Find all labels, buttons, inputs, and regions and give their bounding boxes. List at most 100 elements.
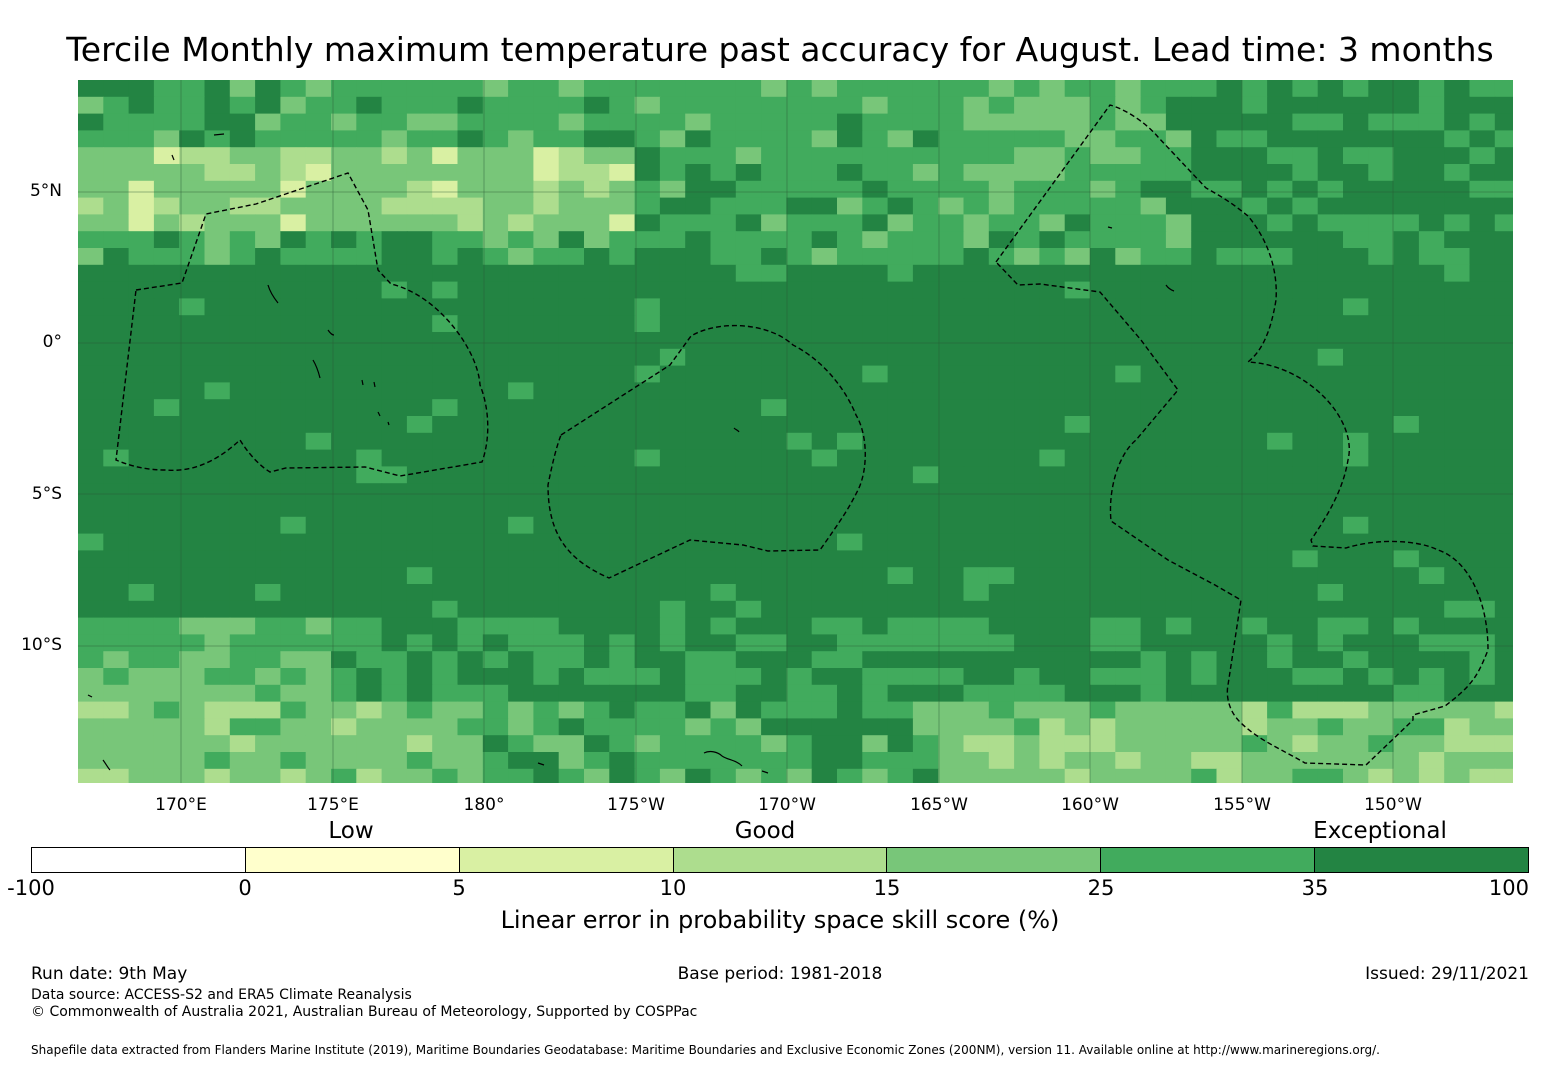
raster-cell (1140, 651, 1167, 669)
raster-cell (457, 214, 484, 232)
raster-cell (255, 382, 281, 400)
raster-cell (862, 231, 889, 249)
raster-cell (103, 466, 130, 484)
raster-cell (938, 281, 965, 299)
raster-cell (1317, 231, 1344, 249)
raster-cell (710, 752, 737, 770)
raster-cell (938, 96, 965, 115)
raster-cell (406, 130, 433, 148)
raster-cell (204, 281, 231, 299)
raster-cell (533, 332, 560, 350)
raster-cell (1216, 147, 1243, 165)
raster-cell (153, 164, 180, 182)
raster-cell (938, 651, 965, 669)
raster-cell (78, 735, 104, 753)
raster-cell (508, 567, 534, 585)
raster-cell (1191, 449, 1218, 467)
raster-cell (1241, 197, 1268, 215)
raster-cell (1216, 600, 1243, 619)
raster-cell (659, 180, 686, 199)
raster-cell (634, 315, 661, 333)
raster-cell (1393, 365, 1420, 383)
raster-cell (685, 130, 712, 148)
raster-cell (912, 567, 939, 585)
raster-cell (634, 634, 661, 652)
raster-cell (685, 651, 712, 669)
raster-cell (1165, 164, 1192, 182)
raster-cell (280, 432, 307, 451)
raster-cell (685, 668, 712, 686)
raster-cell (1444, 264, 1471, 283)
raster-cell (609, 231, 636, 249)
raster-cell (963, 768, 990, 783)
raster-cell (1317, 701, 1344, 719)
raster-cell (837, 348, 863, 367)
raster-cell (1090, 231, 1116, 249)
raster-cell (482, 96, 509, 115)
raster-cell (204, 668, 231, 686)
raster-cell (1368, 348, 1395, 367)
raster-cell (837, 500, 863, 518)
raster-cell (1191, 500, 1218, 518)
raster-cell (1165, 684, 1192, 703)
raster-cell (1393, 701, 1420, 719)
raster-cell (1418, 315, 1445, 333)
raster-cell (1393, 684, 1420, 703)
raster-cell (305, 147, 332, 165)
raster-cell (179, 533, 206, 551)
raster-cell (735, 718, 762, 736)
raster-cell (305, 668, 332, 686)
raster-cell (1444, 516, 1471, 535)
raster-cell (963, 735, 990, 753)
raster-cell (609, 668, 636, 686)
raster-cell (1165, 399, 1192, 417)
raster-cell (1469, 248, 1496, 266)
raster-cell (659, 651, 686, 669)
raster-cell (1090, 483, 1116, 501)
raster-cell (1115, 449, 1142, 467)
map-canvas (78, 80, 1513, 783)
raster-cell (280, 164, 307, 182)
raster-cell (305, 617, 332, 635)
raster-cell (1064, 600, 1091, 619)
raster-cell (1064, 130, 1091, 148)
raster-cell (305, 449, 332, 467)
raster-cell (381, 449, 408, 467)
raster-cell (103, 752, 130, 770)
raster-cell (1469, 197, 1496, 215)
raster-cell (128, 248, 155, 266)
raster-cell (1267, 315, 1293, 333)
raster-cell (381, 684, 408, 703)
raster-cell (153, 617, 180, 635)
raster-cell (153, 668, 180, 686)
raster-cell (457, 130, 484, 148)
lon-label-180: 180° (463, 795, 505, 815)
raster-cell (1393, 399, 1420, 417)
raster-cell (1014, 147, 1040, 165)
raster-cell (1343, 382, 1369, 400)
raster-cell (811, 701, 838, 719)
raster-cell (912, 113, 939, 131)
raster-cell (280, 332, 307, 350)
raster-cell (280, 701, 307, 719)
raster-cell (1115, 80, 1142, 98)
raster-cell (1469, 96, 1496, 115)
raster-cell (128, 147, 155, 165)
raster-cell (988, 365, 1015, 383)
raster-cell (735, 483, 762, 501)
raster-cell (1393, 80, 1420, 98)
raster-cell (229, 365, 256, 383)
raster-cell (1216, 634, 1243, 652)
raster-cell (1292, 399, 1319, 417)
legend-category-low: Low (328, 818, 374, 844)
raster-cell (1368, 298, 1395, 316)
raster-cell (837, 298, 863, 316)
raster-cell (1267, 567, 1293, 585)
raster-cell (887, 684, 914, 703)
raster-cell (1216, 483, 1243, 501)
raster-cell (305, 130, 332, 148)
raster-cell (457, 500, 484, 518)
raster-cell (1039, 348, 1066, 367)
raster-cell (609, 752, 636, 770)
raster-cell (963, 248, 990, 266)
